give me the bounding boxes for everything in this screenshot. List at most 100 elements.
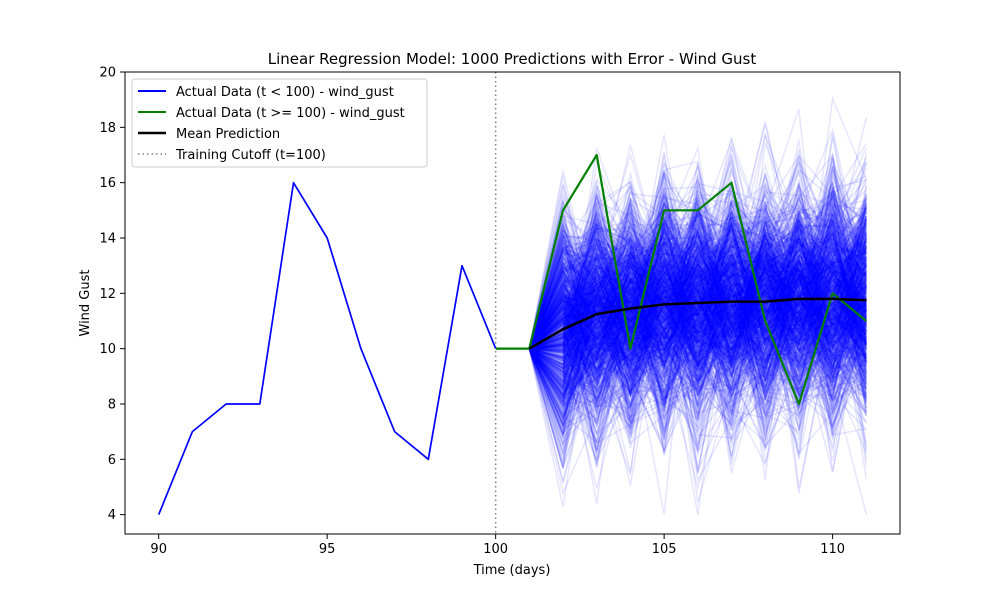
prediction-path — [528, 255, 867, 371]
prediction-path — [528, 242, 867, 427]
prediction-path — [529, 168, 868, 435]
x-tick-label: 105 — [652, 542, 677, 557]
prediction-path — [528, 221, 867, 421]
prediction-path — [528, 179, 867, 481]
prediction-path — [529, 195, 867, 439]
prediction-path — [528, 251, 867, 370]
prediction-path — [528, 244, 867, 395]
prediction-path — [528, 253, 868, 367]
prediction-path — [528, 178, 867, 359]
prediction-path — [528, 250, 867, 424]
prediction-path — [528, 203, 867, 365]
prediction-path — [528, 240, 867, 391]
prediction-path — [529, 248, 867, 358]
prediction-path — [529, 215, 867, 365]
prediction-path — [528, 218, 867, 380]
y-axis-label: Wind Gust — [78, 270, 93, 337]
prediction-path — [528, 227, 867, 397]
prediction-path — [528, 309, 867, 454]
prediction-path — [528, 259, 867, 409]
prediction-path — [528, 262, 867, 400]
prediction-path — [528, 233, 867, 379]
prediction-path — [528, 237, 867, 373]
prediction-path — [528, 242, 867, 396]
prediction-path — [528, 174, 867, 379]
prediction-path — [528, 234, 867, 398]
prediction-path — [528, 230, 868, 375]
prediction-path — [528, 175, 867, 391]
prediction-path — [528, 241, 868, 429]
prediction-path — [529, 261, 867, 365]
prediction-path — [528, 227, 867, 396]
prediction-path — [528, 197, 867, 386]
prediction-path — [528, 160, 867, 397]
prediction-path — [528, 263, 867, 386]
prediction-path — [528, 224, 867, 372]
prediction-path — [528, 207, 868, 453]
prediction-path — [529, 228, 867, 414]
prediction-path — [528, 171, 868, 421]
prediction-path — [528, 168, 867, 376]
prediction-path — [528, 237, 867, 390]
prediction-path — [528, 220, 868, 371]
prediction-path — [528, 201, 868, 365]
prediction-path — [528, 170, 867, 391]
prediction-path — [528, 221, 867, 404]
prediction-path — [528, 245, 868, 460]
prediction-path — [528, 211, 867, 400]
prediction-path — [528, 244, 867, 436]
prediction-path — [528, 183, 867, 367]
prediction-path — [528, 227, 867, 356]
prediction-path — [528, 218, 867, 446]
prediction-path — [529, 235, 867, 380]
prediction-path — [528, 265, 868, 408]
prediction-path — [528, 274, 868, 430]
prediction-path — [528, 276, 867, 376]
prediction-path — [529, 228, 867, 359]
prediction-path — [528, 264, 867, 417]
prediction-path — [528, 261, 867, 403]
prediction-path — [529, 197, 867, 384]
prediction-path — [529, 221, 868, 457]
prediction-path — [528, 212, 867, 397]
prediction-path — [528, 229, 867, 350]
prediction-path — [528, 207, 867, 368]
prediction-path — [528, 237, 867, 372]
prediction-path — [528, 236, 868, 353]
prediction-path — [529, 228, 868, 393]
prediction-path — [528, 245, 867, 400]
prediction-path — [528, 230, 867, 408]
prediction-path — [528, 224, 868, 452]
prediction-path — [528, 182, 867, 389]
prediction-path — [528, 229, 867, 376]
prediction-path — [528, 213, 868, 402]
prediction-path — [528, 217, 867, 384]
prediction-path — [528, 266, 867, 349]
prediction-path — [528, 164, 867, 350]
legend-label-mean: Mean Prediction — [176, 127, 280, 142]
prediction-path — [528, 145, 867, 386]
prediction-path — [528, 220, 867, 391]
prediction-path — [529, 219, 867, 350]
prediction-path — [528, 238, 867, 467]
chart-title: Linear Regression Model: 1000 Prediction… — [268, 50, 757, 68]
prediction-path — [528, 208, 868, 428]
prediction-path — [528, 213, 867, 350]
prediction-path — [528, 279, 868, 452]
prediction-path — [529, 252, 867, 389]
prediction-path — [528, 279, 867, 373]
prediction-path — [529, 273, 867, 407]
prediction-path — [528, 290, 867, 417]
prediction-path — [528, 254, 867, 409]
prediction-path — [529, 236, 867, 398]
prediction-path — [529, 172, 867, 387]
legend-label-cutoff: Training Cutoff (t=100) — [175, 148, 326, 163]
prediction-path — [529, 258, 867, 412]
prediction-path — [528, 200, 867, 397]
prediction-path — [529, 201, 867, 429]
prediction-path — [528, 232, 867, 449]
prediction-path — [528, 249, 867, 416]
prediction-path — [528, 249, 867, 428]
prediction-path — [528, 251, 867, 350]
prediction-path — [528, 274, 867, 431]
